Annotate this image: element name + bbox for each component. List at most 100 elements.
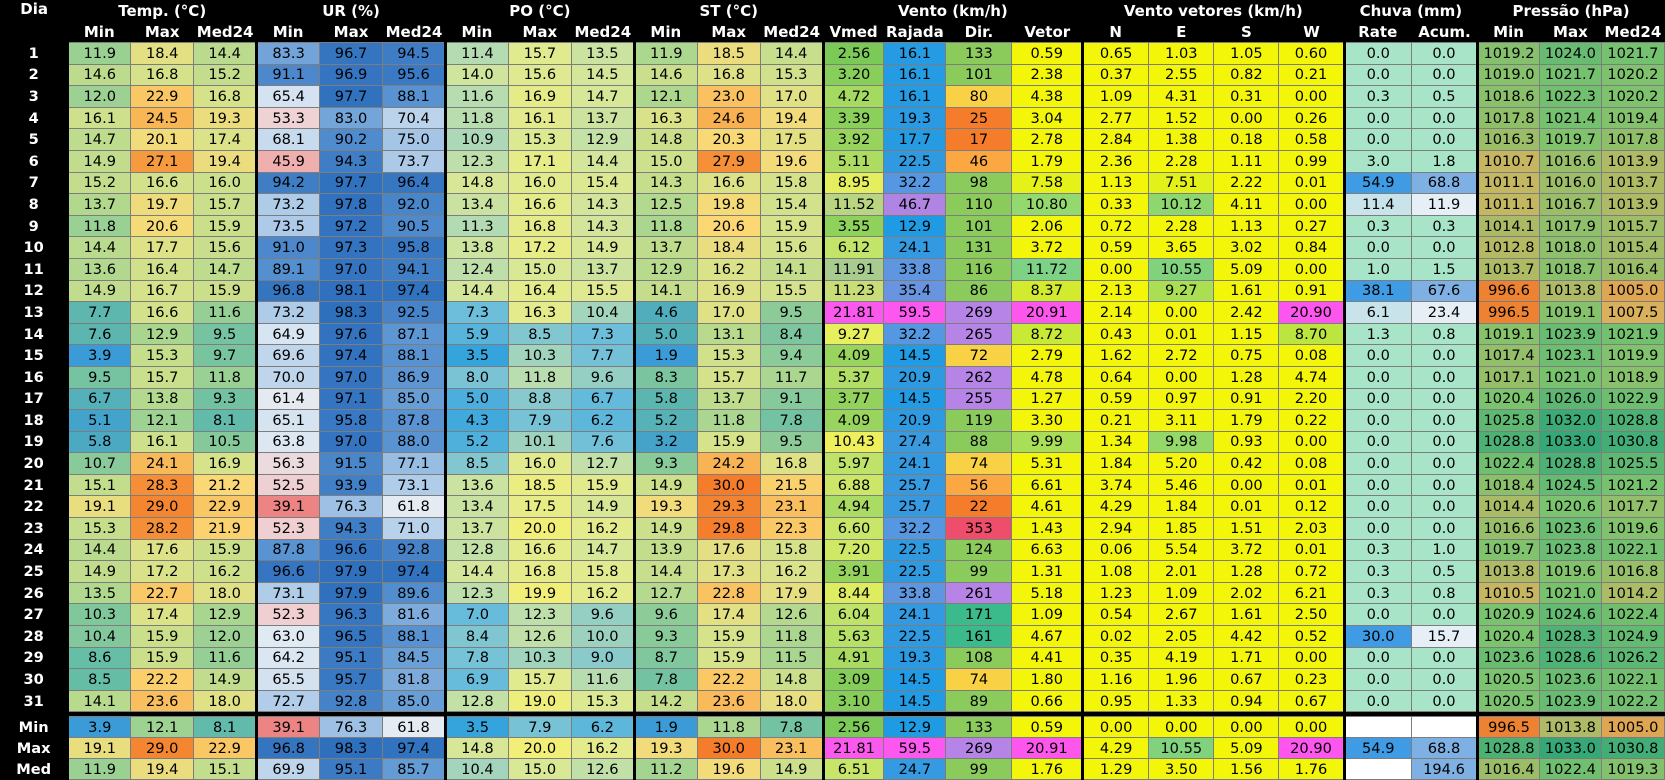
- data-cell: 4.29: [1081, 495, 1150, 519]
- data-cell: 27.1: [130, 149, 195, 173]
- data-cell: 1015.7: [1600, 214, 1665, 238]
- table-row: 8 13.7 19.7 15.7 73.2 97.8 92.0 13.4 16.6 14.3 12.…: [0, 193, 1665, 216]
- data-cell: 92.0: [382, 193, 446, 216]
- data-cell: 18.0: [193, 689, 258, 713]
- data-cell: 1020.4: [1476, 625, 1540, 648]
- data-cell: 2.84: [1081, 128, 1150, 151]
- data-cell: 16.2: [759, 560, 824, 583]
- table-row: 21 15.1 28.3 21.2 52.5 93.9 73.1 13.6 18.5 15.9 14…: [0, 473, 1665, 497]
- data-cell: 1023.9: [1538, 689, 1602, 713]
- data-cell: 0.23: [1278, 668, 1345, 691]
- data-cell: 1.33: [1148, 689, 1215, 713]
- data-cell: 1018.4: [1476, 473, 1540, 497]
- data-cell: 96.4: [382, 171, 446, 195]
- table-row: 14 7.6 12.9 9.5 64.9 97.6 87.1 5.9 8.5 7.3 5.0 13.1…: [0, 322, 1665, 346]
- data-cell: 9.3: [193, 387, 258, 411]
- data-cell: 0.0: [1342, 646, 1412, 670]
- data-cell: 1013.7: [1600, 171, 1665, 195]
- data-cell: 1018.9: [1600, 365, 1665, 389]
- data-cell: 29.8: [696, 517, 761, 540]
- data-cell: 21.5: [759, 473, 824, 497]
- data-cell: 2.14: [1081, 301, 1150, 324]
- data-cell: 8.7: [632, 646, 698, 670]
- data-cell: 12.9: [130, 322, 195, 346]
- data-cell: 15.9: [193, 538, 258, 562]
- data-cell: 27.4: [883, 430, 947, 454]
- column-header-18: S: [1213, 22, 1279, 43]
- data-cell: 92.5: [382, 301, 446, 324]
- data-cell: 7.7: [570, 344, 635, 367]
- data-cell: 0.0: [1410, 452, 1479, 475]
- summary-cell: [1342, 716, 1412, 739]
- summary-cell: 39.1: [255, 716, 321, 739]
- column-header-13: Rajada: [883, 22, 946, 43]
- data-cell: 20.0: [507, 517, 572, 540]
- data-cell: 1021.4: [1538, 106, 1602, 130]
- data-cell: 9.7: [193, 344, 258, 367]
- data-cell: 19.8: [696, 193, 761, 216]
- data-cell: 1019.7: [1476, 538, 1540, 562]
- data-cell: 25.7: [883, 473, 947, 497]
- data-cell: 1005.0: [1600, 279, 1665, 303]
- data-cell: 13.6: [443, 473, 509, 497]
- data-cell: 90.5: [382, 214, 446, 238]
- data-cell: 28.3: [130, 473, 195, 497]
- summary-cell: 98.3: [319, 737, 384, 760]
- summary-cell: 10.4: [443, 758, 509, 780]
- data-cell: 0.01: [1278, 538, 1345, 562]
- data-cell: 24.6: [696, 106, 761, 130]
- data-cell: 15.8: [759, 171, 824, 195]
- data-cell: 14.8: [443, 171, 509, 195]
- data-cell: 996.5: [1476, 301, 1540, 324]
- data-cell: 1013.9: [1600, 193, 1665, 216]
- summary-rows: Min 3.9 12.1 8.1 39.1 76.3 61.8 3.5 7.9 6.2 1.9 11.…: [0, 711, 1665, 780]
- data-cell: 33.8: [883, 257, 947, 281]
- data-cell: 353: [945, 517, 1013, 540]
- summary-cell: 7.8: [759, 716, 824, 739]
- data-cell: 13.7: [66, 193, 132, 216]
- data-cell: 0.0: [1410, 365, 1479, 389]
- data-cell: 94.2: [255, 171, 321, 195]
- data-cell: 1.9: [632, 344, 698, 367]
- day-label: 10: [0, 236, 69, 259]
- data-cell: 17.6: [130, 538, 195, 562]
- column-header-10: Max: [697, 22, 761, 43]
- data-cell: 15.8: [570, 560, 635, 583]
- data-cell: 96.5: [319, 625, 384, 648]
- data-cell: 1011.1: [1476, 193, 1540, 216]
- table-row: 11 13.6 16.4 14.7 89.1 97.0 94.1 12.4 15.0 13.7 12…: [0, 257, 1665, 281]
- data-cell: 1.27: [1011, 387, 1084, 411]
- data-cell: 52.5: [255, 473, 321, 497]
- data-cell: 4.74: [1278, 365, 1345, 389]
- data-cell: 2.67: [1148, 603, 1215, 627]
- data-cell: 11.3: [443, 214, 509, 238]
- data-cell: 13.8: [443, 236, 509, 259]
- data-cell: 0.97: [1148, 387, 1215, 411]
- data-cell: 265: [945, 322, 1013, 346]
- data-cell: 14.5: [883, 387, 947, 411]
- data-cell: 73.2: [255, 193, 321, 216]
- data-cell: 2.28: [1148, 149, 1215, 173]
- summary-row: Min 3.9 12.1 8.1 39.1 76.3 61.8 3.5 7.9 6.2 1.9 11.…: [0, 716, 1665, 739]
- data-cell: 1022.4: [1600, 603, 1665, 627]
- data-cell: 6.61: [1011, 473, 1084, 497]
- data-cell: 64.2: [255, 646, 321, 670]
- data-cell: 12.1: [130, 409, 195, 432]
- data-cell: 0.00: [1278, 193, 1345, 216]
- data-cell: 95.8: [382, 236, 446, 259]
- table-row: 31 14.1 23.6 18.0 72.7 92.8 85.0 12.8 19.0 15.3 14…: [0, 689, 1665, 713]
- data-cell: 10.5: [193, 430, 258, 454]
- data-cell: 1.62: [1081, 344, 1150, 367]
- data-cell: 96.9: [319, 63, 384, 87]
- data-cell: 14.0: [443, 63, 509, 87]
- data-cell: 97.6: [319, 322, 384, 346]
- data-cell: 1.61: [1213, 279, 1280, 303]
- data-cell: 0.0: [1342, 689, 1412, 713]
- data-cell: 1.09: [1011, 603, 1084, 627]
- column-header-21: Acum.: [1411, 22, 1478, 43]
- summary-cell: 10.55: [1148, 737, 1215, 760]
- data-cell: 9.99: [1011, 430, 1084, 454]
- data-cell: 14.5: [570, 63, 635, 87]
- column-header-0: Min: [67, 22, 131, 43]
- data-cell: 1.61: [1213, 603, 1280, 627]
